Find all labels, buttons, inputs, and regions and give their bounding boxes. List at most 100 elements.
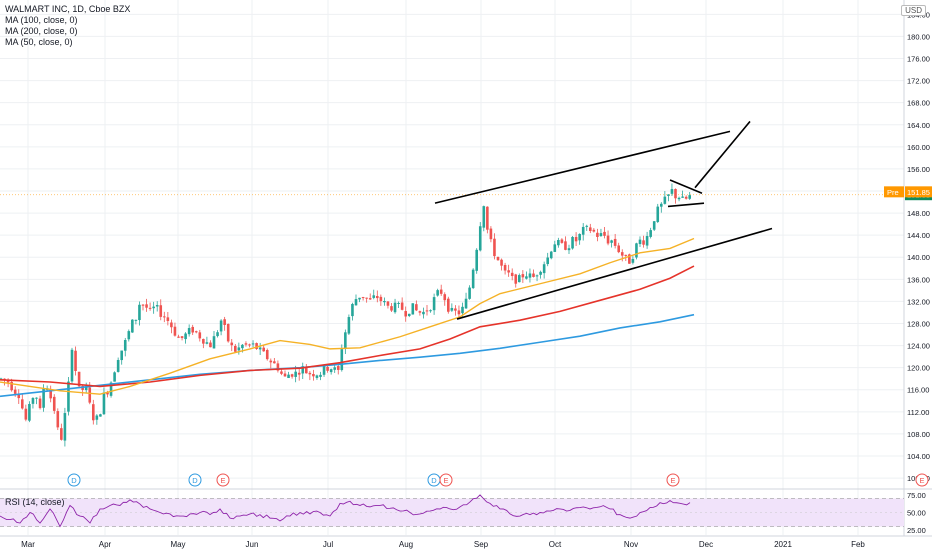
candle-body <box>244 343 248 345</box>
candles <box>0 183 691 447</box>
candle-body <box>620 252 624 256</box>
pre-label: Pre <box>887 188 899 197</box>
candle-body <box>507 270 510 273</box>
trendline-channel-lower <box>456 227 773 320</box>
candle-body <box>237 347 241 351</box>
rsi-line <box>0 494 691 528</box>
candle-body <box>376 295 379 299</box>
price-tick-label: 164.00 <box>907 121 930 130</box>
candle-body <box>322 365 326 375</box>
candle-body <box>567 248 571 251</box>
candle-body <box>418 311 422 313</box>
candle-body <box>486 206 489 230</box>
legend-ma200[interactable]: MA (200, close, 0) <box>5 26 78 36</box>
candle-body <box>578 233 581 241</box>
trendline-channel-upper <box>434 130 731 204</box>
price-tick-label: 132.00 <box>907 297 930 306</box>
candle-body <box>202 338 205 344</box>
candle-body <box>571 236 574 249</box>
time-tick-label: May <box>170 540 185 549</box>
candle-body <box>31 398 35 404</box>
event-marker <box>67 473 81 487</box>
candle-body <box>411 303 415 315</box>
candle-body <box>0 378 3 380</box>
candle-body <box>645 236 649 246</box>
candle-body <box>450 307 454 311</box>
candle-body <box>514 274 518 284</box>
candle-body <box>415 304 418 311</box>
rsi-tick-label: 50.00 <box>907 509 926 518</box>
time-tick-label: Nov <box>624 540 638 549</box>
candle-body <box>478 226 482 251</box>
price-tick-label: 176.00 <box>907 55 930 64</box>
candle-body <box>258 347 262 350</box>
candle-body <box>212 336 216 349</box>
candle-body <box>305 367 308 374</box>
candle-body <box>280 371 283 374</box>
candle-body <box>606 235 610 244</box>
candle-body <box>6 379 10 383</box>
rsi-legend[interactable]: RSI (14, close) <box>5 497 65 507</box>
candle-body <box>269 360 273 363</box>
candle-body <box>354 299 358 306</box>
candle-body <box>88 387 92 403</box>
event-marker-label: E <box>443 476 448 485</box>
event-marker <box>216 473 230 487</box>
candle-body <box>262 347 265 352</box>
pre-price-value: 151.85 <box>907 188 930 197</box>
candle-body <box>336 366 340 370</box>
candle-body <box>177 336 180 338</box>
candle-body <box>13 389 17 394</box>
candle-body <box>347 317 351 334</box>
candle-body <box>393 302 397 313</box>
grid <box>0 0 904 535</box>
event-marker-label: E <box>919 476 924 485</box>
candle-body <box>152 306 155 309</box>
candle-body <box>184 333 187 340</box>
candle-body <box>42 388 45 408</box>
candle-body <box>351 303 354 317</box>
candle-body <box>145 304 148 308</box>
candle-body <box>400 302 404 310</box>
candle-body <box>365 297 368 299</box>
candle-body <box>546 257 549 265</box>
candle-body <box>688 195 691 199</box>
currency-selector[interactable]: USD <box>901 5 926 16</box>
candle-body <box>439 289 443 294</box>
ma100-line <box>0 265 695 388</box>
candle-body <box>67 381 70 412</box>
candle-body <box>10 381 13 391</box>
candle-body <box>123 340 127 351</box>
candle-body <box>464 298 468 309</box>
event-marker-label: D <box>71 476 77 485</box>
candle-body <box>674 189 677 199</box>
candle-body <box>315 375 319 378</box>
pre-label-bg <box>884 186 904 198</box>
symbol-title[interactable]: WALMART INC, 1D, Cboe BZX <box>5 4 131 14</box>
candle-body <box>226 323 230 342</box>
pre-price-bg <box>905 186 932 198</box>
ma200-line <box>0 313 695 398</box>
time-tick-label: Aug <box>399 540 413 549</box>
candle-body <box>95 415 99 420</box>
candle-body <box>106 392 109 395</box>
candle-body <box>163 316 166 318</box>
candle-body <box>191 326 194 333</box>
candle-body <box>425 310 429 312</box>
time-tick-label: 2021 <box>774 540 792 549</box>
candle-body <box>660 203 663 207</box>
candle-body <box>159 305 163 317</box>
time-tick-label: Jun <box>246 540 259 549</box>
candle-body <box>294 371 297 377</box>
candle-body <box>312 374 315 377</box>
candle-body <box>138 304 141 321</box>
candle-body <box>56 411 60 428</box>
candle-body <box>610 240 613 243</box>
candle-body <box>383 301 386 303</box>
candle-body <box>443 294 447 301</box>
legend-ma50[interactable]: MA (50, close, 0) <box>5 37 73 47</box>
candle-body <box>170 322 173 328</box>
legend-ma100[interactable]: MA (100, close, 0) <box>5 15 78 25</box>
time-tick-label: Jul <box>323 540 333 549</box>
